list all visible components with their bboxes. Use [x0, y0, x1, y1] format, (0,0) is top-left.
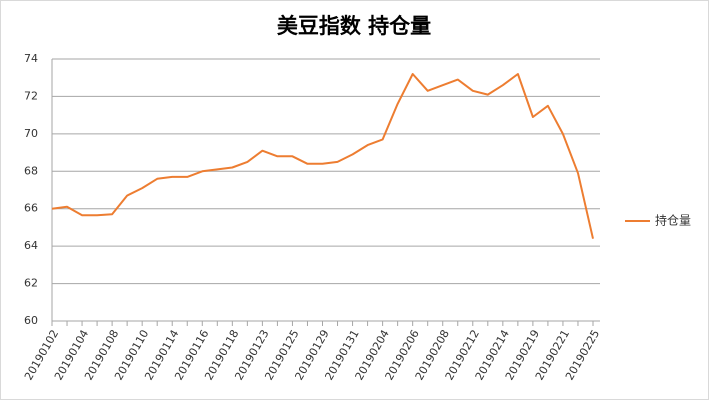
- y-tick-label: 68: [24, 164, 38, 177]
- legend-label: 持仓量: [655, 213, 691, 228]
- y-tick-label: 62: [24, 277, 38, 290]
- chart-title: 美豆指数 持仓量: [277, 14, 431, 38]
- y-tick-label: 64: [24, 239, 38, 252]
- y-tick-label: 74: [24, 52, 38, 65]
- data-line: [51, 73, 594, 239]
- y-tick-label: 72: [24, 89, 38, 102]
- y-tick-label: 66: [24, 202, 38, 215]
- y-tick-label: 60: [24, 314, 38, 327]
- y-tick-label: 70: [24, 127, 38, 140]
